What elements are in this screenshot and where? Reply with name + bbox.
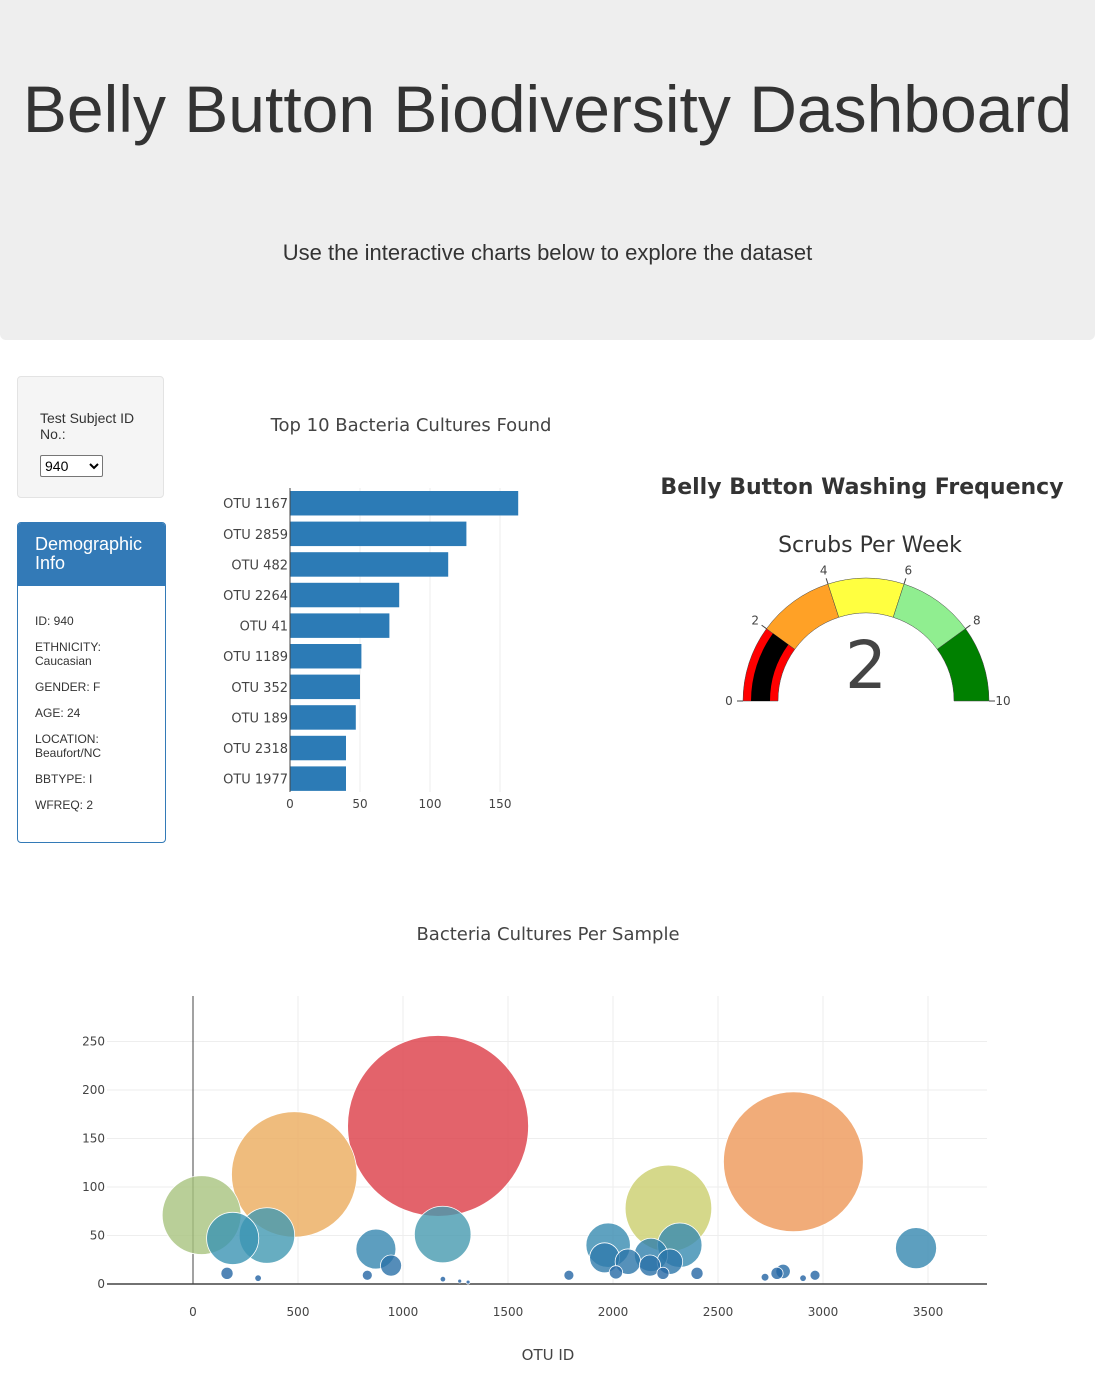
bubble-x-tick: 3000 xyxy=(808,1305,839,1319)
demographic-item: LOCATION: Beaufort/NC xyxy=(35,732,102,760)
bubble-otu-1790 xyxy=(563,1269,575,1281)
bar-y-tick: OTU 2318 xyxy=(223,742,288,757)
bubble-x-tick: 2000 xyxy=(598,1305,629,1319)
gauge-tick-label: 2 xyxy=(751,613,759,627)
demographic-item: GENDER: F xyxy=(35,680,101,694)
gauge-title: Belly Button Washing Frequency xyxy=(660,475,1063,500)
bubble-otu-189 xyxy=(206,1211,260,1265)
bubble-otu-1270 xyxy=(457,1278,463,1284)
bubble-otu-3443 xyxy=(895,1227,937,1270)
bar-y-tick: OTU 189 xyxy=(231,711,288,726)
bubble-otu-162 xyxy=(220,1266,234,1280)
bubble-x-tick: 0 xyxy=(189,1305,197,1319)
bar-x-tick: 100 xyxy=(419,797,442,811)
gauge-step xyxy=(827,577,905,618)
gauge-value-bar xyxy=(751,633,789,701)
bar-y-tick: OTU 352 xyxy=(231,681,288,696)
gauge-tick-label: 10 xyxy=(995,694,1010,708)
bar-x-tick: 150 xyxy=(489,797,512,811)
gauge-value: 2 xyxy=(845,627,887,704)
page-subtitle: Use the interactive charts below to expl… xyxy=(282,240,813,265)
bar-otu-41 xyxy=(290,613,390,638)
bar-y-tick: OTU 1189 xyxy=(223,650,288,665)
page-title: Belly Button Biodiversity Dashboard xyxy=(22,72,1073,146)
bar-otu-189 xyxy=(290,705,356,730)
gauge-subtitle: Scrubs Per Week xyxy=(778,533,962,558)
bubble-otu-2859 xyxy=(723,1091,864,1233)
bar-otu-1189 xyxy=(290,644,362,669)
bar-y-tick: OTU 2264 xyxy=(223,589,288,604)
bar-x-tick: 50 xyxy=(352,797,367,811)
bubble-otu-2014 xyxy=(608,1265,624,1280)
demographic-info-panel: Demographic Info ID: 940 ETHNICITY: Cauca… xyxy=(17,522,166,843)
bubble-x-tick: 1500 xyxy=(493,1305,524,1319)
gauge-step xyxy=(936,628,990,702)
bubble-otu-2962 xyxy=(809,1269,821,1281)
bubble-otu-1190 xyxy=(439,1275,447,1283)
bubble-x-tick: 2500 xyxy=(703,1305,734,1319)
bar-otu-2318 xyxy=(290,735,346,761)
demographic-info-list: ID: 940 ETHNICITY: Caucasian GENDER: F AGE:… xyxy=(18,586,165,812)
bar-otu-2264 xyxy=(290,582,400,608)
bar-y-tick: OTU 2859 xyxy=(223,528,288,543)
gauge-tick xyxy=(761,624,767,630)
gauge-tick-label: 0 xyxy=(725,694,733,708)
gauge-tick xyxy=(825,578,829,585)
bar-y-tick: OTU 41 xyxy=(240,620,288,635)
subject-selector-panel: Test Subject ID No.: 940 xyxy=(17,376,164,498)
bubble-y-tick: 0 xyxy=(97,1277,105,1291)
bubble-x-tick: 500 xyxy=(287,1305,310,1319)
bubble-otu-2724 xyxy=(760,1272,770,1282)
bar-y-tick: OTU 1977 xyxy=(223,773,288,788)
demographic-item: ID: 940 xyxy=(35,614,74,628)
bubble-otu-830 xyxy=(361,1269,373,1281)
bubble-otu-2238 xyxy=(656,1266,670,1280)
bar-otu-482 xyxy=(290,552,449,577)
subject-id-select[interactable]: 940 xyxy=(40,455,103,477)
subject-selector-label: Test Subject ID No.: xyxy=(40,410,135,442)
bubble-x-tick: 1000 xyxy=(388,1305,419,1319)
gauge-tick xyxy=(903,578,907,585)
bubble-otu-310 xyxy=(254,1274,262,1282)
bar-y-tick: OTU 482 xyxy=(231,558,288,573)
header: Belly Button Biodiversity Dashboard Use … xyxy=(0,0,1095,340)
gauge-tick-label: 4 xyxy=(820,564,828,578)
bubble-otu-943 xyxy=(380,1254,402,1277)
gauge-tick-label: 8 xyxy=(973,613,981,627)
bar-otu-2859 xyxy=(290,521,467,547)
bubble-otu-1167 xyxy=(347,1035,529,1217)
bubble-otu-2905 xyxy=(799,1274,807,1282)
bubble-otu-1189 xyxy=(413,1205,472,1264)
bar-y-tick: OTU 1167 xyxy=(223,497,288,512)
bubble-otu-2400 xyxy=(690,1266,704,1280)
bubble-chart-title: Bacteria Cultures Per Sample xyxy=(416,924,679,945)
bubble-x-tick: 3500 xyxy=(913,1305,944,1319)
bubble-otu-2176 xyxy=(639,1254,661,1277)
bubble-y-tick: 100 xyxy=(82,1180,105,1194)
bubble-otu-1310 xyxy=(465,1279,471,1285)
bar-otu-1977 xyxy=(290,766,346,791)
bar-otu-352 xyxy=(290,674,360,700)
demographic-item: ETHNICITY: Caucasian xyxy=(35,640,102,668)
demographic-item: WFREQ: 2 xyxy=(35,798,94,812)
bubble-y-tick: 200 xyxy=(82,1083,105,1097)
bar-x-tick: 0 xyxy=(286,797,294,811)
bubble-otu-2781 xyxy=(770,1266,784,1280)
bubble-x-label: OTU ID xyxy=(522,1346,575,1364)
gauge-tick-label: 6 xyxy=(905,564,913,578)
bubble-y-tick: 250 xyxy=(82,1035,105,1049)
bar-chart-title: Top 10 Bacteria Cultures Found xyxy=(270,415,552,436)
demographic-item: BBTYPE: I xyxy=(35,772,93,786)
gauge-tick xyxy=(965,624,971,630)
demographic-item: AGE: 24 xyxy=(35,706,81,720)
bubble-y-tick: 150 xyxy=(82,1132,105,1146)
bubble-y-tick: 50 xyxy=(90,1229,105,1243)
bar-otu-1167 xyxy=(290,491,519,516)
demographic-info-title: Demographic Info xyxy=(18,523,165,586)
